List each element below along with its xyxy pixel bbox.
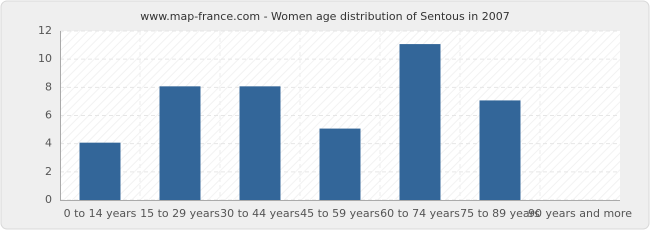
x-tick-label: 30 to 44 years	[220, 207, 300, 220]
y-tick-label: 6	[45, 109, 52, 122]
x-tick-label: 0 to 14 years	[64, 207, 137, 220]
chart-title: www.map-france.com - Women age distribut…	[140, 10, 509, 23]
y-tick-label: 4	[45, 137, 52, 150]
bar	[79, 142, 121, 201]
x-tick-label: 60 to 74 years	[380, 207, 460, 220]
chart: www.map-france.com - Women age distribut…	[0, 0, 650, 230]
y-tick-label: 2	[45, 165, 52, 178]
x-tick-label: 75 to 89 years	[460, 207, 540, 220]
x-tick-label: 45 to 59 years	[300, 207, 380, 220]
bar	[159, 86, 201, 200]
y-tick-label: 12	[38, 24, 52, 37]
bar	[239, 86, 281, 200]
y-tick-label: 8	[45, 80, 52, 93]
bar	[479, 100, 521, 200]
y-tick-label: 0	[45, 193, 52, 206]
x-tick-label: 90 years and more	[528, 207, 632, 220]
y-tick-label: 10	[38, 52, 52, 65]
bar	[319, 128, 361, 200]
bar	[399, 44, 441, 201]
x-tick-label: 15 to 29 years	[140, 207, 220, 220]
